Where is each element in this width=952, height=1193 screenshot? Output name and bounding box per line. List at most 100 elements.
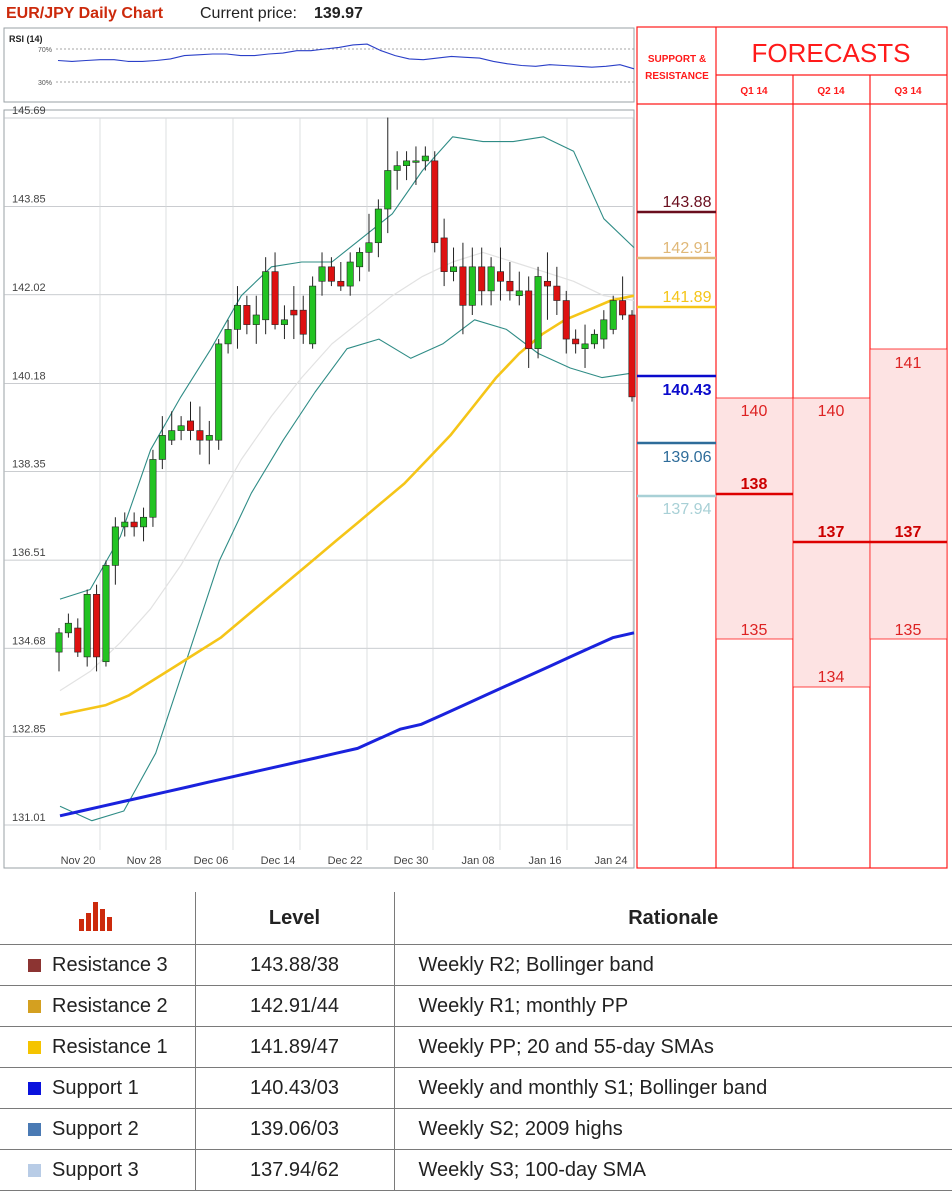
level-value: 143.88/38: [195, 944, 395, 986]
candle: [130, 512, 138, 537]
candle: [83, 589, 91, 667]
candle: [459, 242, 467, 335]
candle: [64, 613, 72, 638]
candle: [431, 151, 439, 253]
chart-title: EUR/JPY Daily Chart: [6, 5, 164, 22]
candle: [262, 257, 270, 335]
y-tick-label: 143.85: [12, 194, 46, 206]
candle: [224, 319, 232, 354]
candle: [515, 271, 523, 306]
bar-chart-icon: [79, 902, 113, 931]
sr-level-value: 142.91: [663, 240, 712, 257]
candle: [215, 339, 223, 450]
level-value: 139.06/03: [195, 1108, 395, 1150]
candle: [196, 406, 204, 455]
level-name-cell: Resistance 2: [0, 985, 196, 1027]
candle: [590, 329, 598, 349]
level-swatch: [28, 1122, 41, 1136]
table-row: Resistance 2 142.91/44 Weekly R1; monthly …: [0, 985, 952, 1027]
q1-mid: 138: [741, 476, 768, 493]
level-value: 140.43/03: [195, 1067, 395, 1109]
candle: [205, 420, 213, 465]
x-tick-label: Dec 14: [261, 855, 296, 867]
rsi-label: RSI (14): [9, 34, 43, 44]
candle: [525, 276, 533, 368]
level-name: Resistance 1: [52, 1035, 168, 1058]
candle: [450, 247, 458, 282]
candle: [478, 247, 486, 306]
sr-level-value: 139.06: [663, 449, 712, 466]
candle: [487, 257, 495, 306]
level-name-cell: Support 2: [0, 1108, 196, 1150]
candle: [318, 252, 326, 296]
candle: [111, 517, 119, 585]
candle: [609, 295, 617, 335]
x-tick-label: Dec 06: [194, 855, 229, 867]
candle: [412, 146, 420, 185]
level-name: Support 3: [52, 1158, 139, 1181]
sr-header-line2: RESISTANCE: [645, 71, 709, 82]
table-row: Support 1 140.43/03 Weekly and monthly S1;…: [0, 1067, 952, 1109]
candle: [619, 276, 627, 320]
candle: [421, 146, 429, 171]
level-swatch: [28, 1040, 41, 1054]
q2-low: 134: [818, 669, 845, 686]
level-header: Level: [195, 892, 395, 945]
x-tick-label: Jan 24: [594, 855, 627, 867]
level-swatch: [28, 1081, 41, 1095]
level-swatch: [28, 999, 41, 1013]
candle: [233, 286, 241, 349]
y-tick-label: 136.51: [12, 547, 46, 559]
rsi-line: [57, 43, 635, 70]
sr-level: 142.91: [637, 240, 716, 260]
table-row: Support 2 139.06/03 Weekly S2; 2009 highs: [0, 1108, 952, 1150]
table-header-row: Level Rationale: [0, 892, 952, 945]
candle: [102, 560, 110, 667]
col-q3: Q3 14: [894, 86, 922, 97]
q1-high: 140: [741, 403, 768, 420]
table-row: Support 3 137.94/62 Weekly S3; 100-day SMA: [0, 1149, 952, 1191]
x-tick-label: Dec 30: [394, 855, 429, 867]
bars-icon-cell: [0, 892, 196, 945]
sr-level: 141.89: [637, 289, 716, 309]
candle: [299, 295, 307, 344]
sr-level: 143.88: [637, 194, 716, 214]
q3-high: 141: [895, 355, 922, 372]
candle: [55, 628, 63, 672]
x-tick-label: Nov 28: [127, 855, 162, 867]
level-name: Support 1: [52, 1076, 139, 1099]
candle: [506, 262, 514, 301]
candle: [290, 286, 298, 340]
col-q1: Q1 14: [740, 86, 768, 97]
level-name: Resistance 3: [52, 953, 168, 976]
level-name: Resistance 2: [52, 994, 168, 1017]
candle: [252, 295, 260, 344]
y-tick-label: 142.02: [12, 282, 46, 294]
y-tick-label: 138.35: [12, 459, 46, 471]
rsi-level-low: 30%: [38, 80, 52, 87]
sr-level-value: 141.89: [663, 289, 712, 306]
x-tick-label: Dec 22: [328, 855, 363, 867]
candle: [177, 416, 185, 441]
level-name: Support 2: [52, 1117, 139, 1140]
table-row: Resistance 1 141.89/47 Weekly PP; 20 and 5…: [0, 1026, 952, 1068]
col-q2: Q2 14: [817, 86, 845, 97]
sr-level: 137.94: [637, 494, 716, 518]
candle: [271, 252, 279, 330]
level-rationale: Weekly S3; 100-day SMA: [394, 1149, 952, 1191]
candle: [168, 411, 176, 446]
candle: [440, 218, 448, 287]
q1-low: 135: [741, 622, 768, 639]
y-tick-label: 134.68: [12, 635, 46, 647]
candle: [628, 310, 636, 402]
candle: [562, 290, 570, 354]
x-tick-label: Nov 20: [61, 855, 96, 867]
candle: [374, 199, 382, 258]
candle: [468, 247, 476, 315]
candle: [346, 252, 354, 296]
sr-level: 140.43: [637, 374, 716, 399]
candle: [384, 117, 392, 234]
level-rationale: Weekly PP; 20 and 55-day SMAs: [394, 1026, 952, 1068]
candle: [74, 618, 82, 657]
level-rationale: Weekly R1; monthly PP: [394, 985, 952, 1027]
